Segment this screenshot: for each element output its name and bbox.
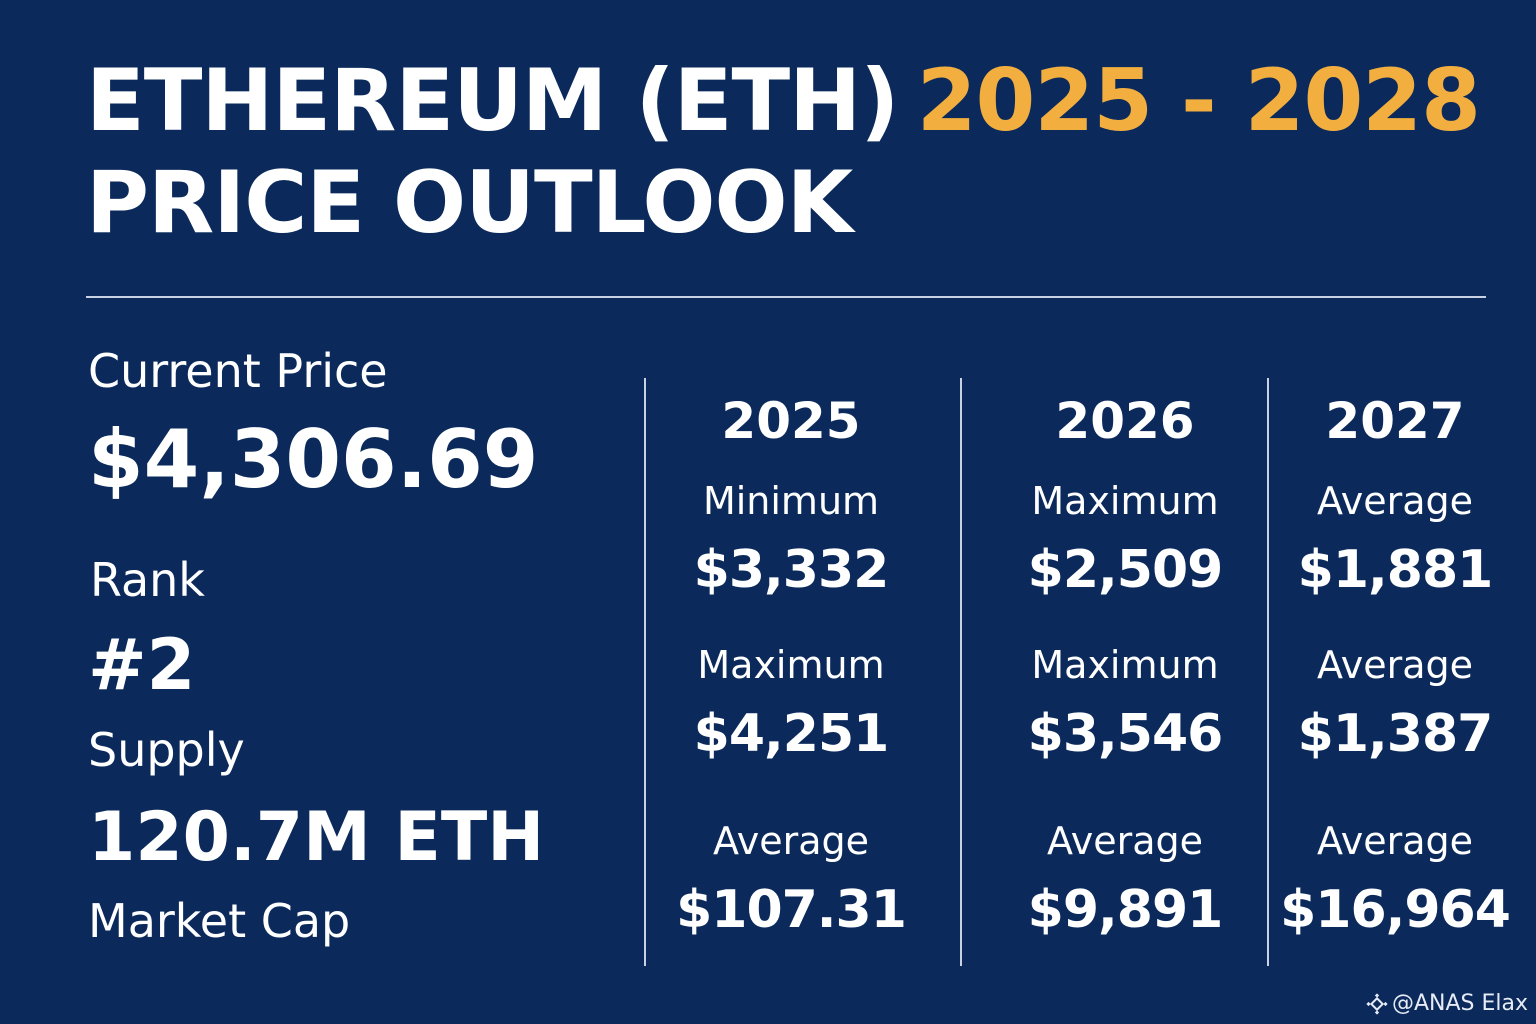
- forecast-value: $1,387: [1297, 704, 1494, 764]
- forecast-value: $16,964: [1280, 880, 1511, 940]
- forecast-label: Average: [1046, 819, 1204, 863]
- forecast-label: Average: [712, 819, 870, 863]
- forecast-value: $3,332: [693, 540, 890, 600]
- supply-label: Supply: [88, 723, 245, 777]
- binance-diamond-icon: [1366, 992, 1388, 1015]
- page-title-line-1: ETHEREUM (ETH): [86, 51, 899, 151]
- page-title-line-2: PRICE OUTLOOK: [86, 153, 853, 253]
- forecast-value: $2,509: [1027, 540, 1224, 600]
- market-cap-label: Market Cap: [88, 894, 351, 948]
- forecast-label: Minimum: [702, 479, 880, 523]
- forecast-label: Maximum: [697, 643, 885, 687]
- supply-value: 120.7M ETH: [88, 798, 545, 877]
- page-title-years: 2025 - 2028: [916, 51, 1481, 151]
- forecast-label: Maximum: [1031, 479, 1219, 523]
- column-separator: [960, 378, 962, 966]
- column-year: 2027: [1325, 392, 1465, 450]
- column-separator: [644, 378, 646, 966]
- watermark-text: @ANAS Elax: [1391, 991, 1528, 1016]
- title-divider: [86, 296, 1486, 298]
- forecast-column-2025: 2025 Minimum $3,332 Maximum $4,251 Avera…: [660, 390, 922, 970]
- forecast-label: Average: [1316, 479, 1474, 523]
- forecast-column-2027: 2027 Average $1,881 Average $1,387 Avera…: [1280, 390, 1511, 970]
- current-price-value: $4,306.69: [88, 413, 539, 506]
- column-separator: [1267, 378, 1269, 966]
- column-year: 2025: [721, 392, 861, 450]
- rank-value: #2: [88, 624, 196, 706]
- forecast-value: $4,251: [693, 704, 890, 764]
- forecast-value: $3,546: [1027, 704, 1224, 764]
- forecast-label: Average: [1316, 819, 1474, 863]
- watermark: @ANAS Elax: [1366, 991, 1528, 1016]
- forecast-label: Maximum: [1031, 643, 1219, 687]
- forecast-label: Average: [1316, 643, 1474, 687]
- forecast-column-2026: 2026 Maximum $2,509 Maximum $3,546 Avera…: [990, 390, 1260, 970]
- forecast-value: $107.31: [676, 880, 907, 940]
- forecast-value: $9,891: [1027, 880, 1224, 940]
- current-price-label: Current Price: [88, 344, 388, 398]
- rank-label: Rank: [90, 553, 205, 607]
- column-year: 2026: [1055, 392, 1195, 450]
- forecast-value: $1,881: [1297, 540, 1494, 600]
